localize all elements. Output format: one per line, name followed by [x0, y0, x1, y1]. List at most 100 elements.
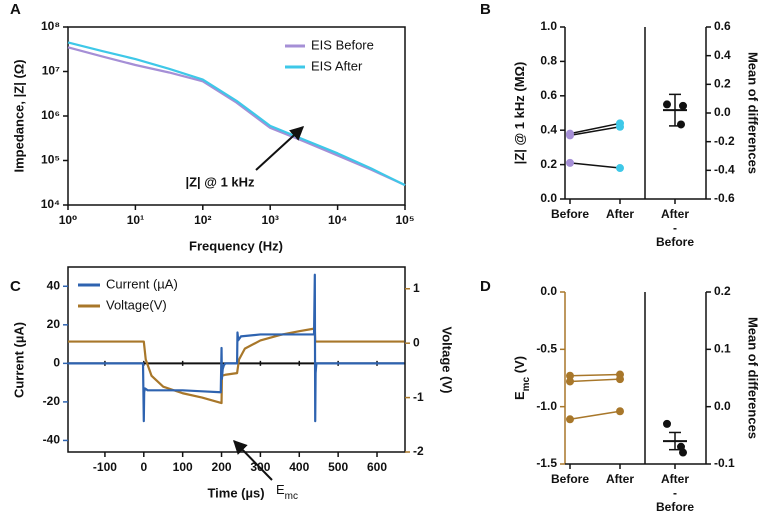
pair-line — [569, 410, 621, 421]
y-tick-label: -0.4 — [714, 163, 735, 177]
after-point — [616, 407, 624, 416]
panel-letter: A — [10, 1, 21, 18]
x-tick-label: 600 — [367, 460, 387, 474]
y-tick-label: 0 — [413, 335, 420, 349]
panel-letter: B — [480, 1, 491, 18]
pair-line — [569, 122, 621, 135]
x-tick-label: After — [606, 472, 634, 486]
series-line — [68, 273, 405, 423]
y-tick-label: -20 — [43, 394, 61, 408]
y2-axis-label: Mean of differences — [746, 317, 761, 439]
y-tick-label: 0.2 — [714, 77, 731, 91]
y-tick-label: -2 — [413, 444, 424, 458]
x-tick-label: 100 — [173, 460, 193, 474]
pair-line — [569, 378, 621, 383]
pair-line — [569, 162, 621, 169]
y2-axis-label: Voltage (V) — [440, 327, 455, 394]
y-tick-label: 0.2 — [714, 284, 731, 298]
label-part: mc — [285, 491, 298, 502]
annotation-arrow — [233, 439, 273, 481]
y-tick-label: 0.0 — [714, 105, 731, 119]
x-tick-label: 500 — [328, 460, 348, 474]
legend-label: Current (µA) — [106, 276, 178, 291]
x-tick-label: Before — [656, 500, 694, 514]
y-tick-label: -0.5 — [536, 342, 557, 356]
y-tick-label: 10⁷ — [42, 64, 60, 78]
x-tick-label: 0 — [140, 460, 147, 474]
label-part: |Z| @ 1 kHz (MΩ) — [512, 62, 527, 165]
x-tick-label: 10⁰ — [59, 213, 78, 227]
y-tick-label: 1 — [413, 281, 420, 295]
label-part: E — [512, 391, 527, 400]
before-point — [566, 415, 574, 424]
difference-point — [677, 120, 685, 129]
y-tick-label: -0.6 — [714, 191, 735, 205]
legend-label: Voltage(V) — [106, 297, 167, 312]
x-tick-label: - — [673, 486, 677, 500]
y-tick-label: 10⁵ — [41, 153, 60, 167]
y-tick-label: 0.0 — [540, 284, 557, 298]
series-line — [67, 41, 406, 187]
y-tick-label: 0.4 — [540, 122, 557, 136]
y2-axis-label: Mean of differences — [746, 52, 761, 174]
y-axis-label: Impedance, |Z| (Ω) — [11, 59, 26, 172]
x-tick-label: 10⁴ — [328, 213, 347, 227]
y-tick-label: 0.0 — [714, 399, 731, 413]
before-point — [566, 131, 574, 140]
y-tick-label: 0.8 — [540, 54, 557, 68]
y-axis-label: |Z| @ 1 kHz (MΩ) — [512, 62, 527, 165]
x-tick-label: After — [606, 207, 634, 221]
before-point — [566, 377, 574, 386]
label-part: (V) — [512, 356, 527, 377]
y-tick-label: 0.6 — [714, 19, 731, 33]
x-tick-label: 10³ — [262, 213, 279, 227]
y-tick-label: -1 — [413, 390, 424, 404]
y-axis-label: Emc (V) — [512, 356, 532, 400]
y-tick-label: 10⁸ — [41, 19, 60, 33]
difference-point — [679, 101, 687, 110]
y-tick-label: -1.5 — [536, 456, 557, 470]
difference-point — [663, 419, 671, 428]
y-tick-label: -40 — [43, 433, 61, 447]
y-tick-label: 40 — [47, 278, 61, 292]
legend-label: EIS Before — [311, 37, 374, 52]
x-tick-label: - — [673, 221, 677, 235]
series-line — [67, 46, 406, 187]
y-tick-label: 10⁴ — [41, 197, 60, 211]
x-tick-label: 10⁵ — [396, 213, 415, 227]
x-tick-label: 200 — [212, 460, 232, 474]
label-part: mc — [521, 376, 532, 391]
label-part: E — [276, 482, 285, 497]
y-tick-label: 0.2 — [540, 157, 557, 171]
y-axis-label: Current (µA) — [11, 322, 26, 398]
after-point — [616, 122, 624, 131]
x-tick-label: 10² — [194, 213, 211, 227]
x-tick-label: 10¹ — [127, 213, 144, 227]
legend-label: EIS After — [311, 58, 363, 73]
after-point — [616, 375, 624, 384]
x-tick-label: 400 — [289, 460, 309, 474]
before-point — [566, 371, 574, 380]
pair-line — [569, 373, 621, 377]
y-tick-label: 0.4 — [714, 48, 731, 62]
y-tick-label: 20 — [47, 317, 61, 331]
y-tick-label: -0.1 — [714, 456, 735, 470]
y-tick-label: 1.0 — [540, 19, 557, 33]
x-tick-label: Before — [656, 235, 694, 249]
x-tick-label: After — [661, 472, 689, 486]
x-tick-label: -100 — [93, 460, 117, 474]
difference-point — [677, 442, 685, 451]
y-tick-label: 10⁶ — [41, 108, 60, 122]
x-tick-label: Before — [551, 472, 589, 486]
difference-point — [663, 100, 671, 109]
y-tick-label: -0.2 — [714, 134, 735, 148]
panel-letter: C — [10, 278, 21, 295]
x-tick-label: After — [661, 207, 689, 221]
y-tick-label: 0.0 — [540, 191, 557, 205]
x-axis-label: Time (µs) — [207, 485, 264, 500]
annotation: |Z| @ 1 kHz — [185, 174, 255, 189]
y-tick-label: 0.1 — [714, 342, 731, 356]
y-tick-label: 0.6 — [540, 88, 557, 102]
after-point — [616, 164, 624, 173]
